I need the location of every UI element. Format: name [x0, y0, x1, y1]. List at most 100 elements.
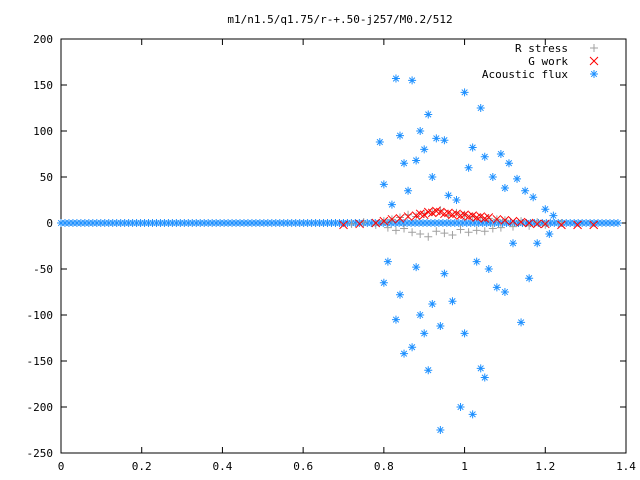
data-point — [509, 222, 517, 231]
data-point — [419, 210, 429, 220]
data-point — [476, 364, 485, 373]
data-point — [513, 174, 522, 183]
data-point — [496, 223, 505, 232]
plot-frame — [60, 38, 627, 454]
data-point — [375, 138, 384, 147]
data-point — [424, 366, 433, 375]
data-point — [541, 205, 550, 214]
data-point — [456, 225, 465, 234]
x-tick-label: 0.2 — [132, 460, 152, 473]
data-point — [440, 269, 449, 278]
data-point — [432, 227, 441, 236]
data-point — [480, 227, 489, 236]
y-tick-label: 100 — [33, 125, 53, 138]
data-point — [472, 226, 481, 235]
data-point — [529, 193, 538, 202]
y-tick-label: -100 — [27, 309, 54, 322]
data-marks — [57, 74, 622, 434]
data-point — [396, 213, 404, 222]
data-point — [400, 159, 409, 168]
data-point — [387, 200, 396, 209]
y-tick-label: 50 — [40, 171, 53, 184]
data-point — [420, 145, 429, 154]
data-point — [391, 74, 400, 83]
data-point — [416, 127, 425, 135]
data-point — [500, 215, 510, 225]
data-point — [404, 210, 413, 219]
x-tick-label: 1.2 — [535, 460, 555, 473]
data-point — [416, 311, 425, 319]
axis-ticks: 0 0.2 0.4 0.6 0.8 1 1.2 1.4 200 150 100 50 0 -50 -100 -… — [27, 33, 637, 473]
data-point — [532, 219, 542, 229]
baseline-point — [613, 219, 622, 227]
data-point — [424, 232, 433, 241]
y-tick-label: -50 — [33, 263, 53, 276]
data-point — [444, 191, 453, 200]
data-point — [448, 230, 457, 239]
data-point — [395, 214, 405, 223]
data-point — [464, 163, 473, 172]
data-point — [404, 186, 413, 195]
data-point — [517, 318, 526, 327]
data-point — [387, 214, 397, 224]
y-tick-label: -200 — [27, 401, 54, 414]
data-point — [408, 343, 417, 352]
data-point — [484, 213, 494, 222]
data-point — [540, 219, 550, 229]
data-point — [496, 150, 505, 158]
series-1 — [339, 206, 599, 230]
data-point — [488, 173, 497, 181]
data-point — [517, 217, 526, 226]
data-point — [533, 239, 542, 248]
x-tick-label: 1.4 — [616, 460, 636, 473]
data-point — [508, 216, 518, 226]
y-tick-label: -150 — [27, 355, 54, 368]
data-point — [412, 212, 421, 221]
data-point — [500, 184, 509, 193]
data-point — [525, 274, 534, 283]
data-point — [504, 159, 513, 168]
data-point — [396, 131, 404, 140]
data-point — [371, 218, 381, 228]
data-point — [500, 288, 509, 296]
data-point — [355, 219, 364, 229]
data-point — [379, 180, 388, 189]
legend-marker — [589, 56, 599, 66]
data-point — [436, 322, 445, 331]
data-point — [460, 88, 469, 97]
data-point — [484, 265, 493, 273]
data-point — [492, 214, 502, 224]
data-point — [545, 230, 554, 239]
data-point — [456, 403, 465, 411]
series-2 — [375, 74, 558, 434]
data-point — [403, 212, 413, 221]
data-point — [516, 217, 526, 227]
data-point — [440, 229, 449, 238]
data-point — [420, 329, 429, 338]
data-point — [379, 278, 388, 287]
data-point — [476, 104, 485, 112]
x-tick-label: 0.4 — [212, 460, 232, 473]
data-point — [589, 220, 599, 230]
data-point — [452, 196, 461, 204]
data-point — [416, 230, 425, 239]
legend-marker — [590, 70, 598, 78]
data-point — [448, 297, 457, 306]
data-point — [524, 218, 534, 228]
x-tick-label: 0.6 — [293, 460, 313, 473]
data-point — [509, 239, 517, 248]
data-point — [400, 224, 409, 233]
x-tick-label: 1 — [461, 460, 468, 473]
data-point — [533, 218, 542, 227]
data-point — [396, 290, 404, 299]
y-tick-label: -250 — [27, 447, 54, 460]
data-point — [339, 220, 348, 230]
data-point — [557, 219, 566, 227]
data-point — [412, 263, 421, 272]
data-point — [488, 224, 497, 233]
data-point — [521, 186, 530, 195]
data-point — [424, 110, 433, 119]
data-point — [379, 216, 389, 226]
data-point — [492, 283, 501, 292]
data-point — [371, 220, 380, 229]
